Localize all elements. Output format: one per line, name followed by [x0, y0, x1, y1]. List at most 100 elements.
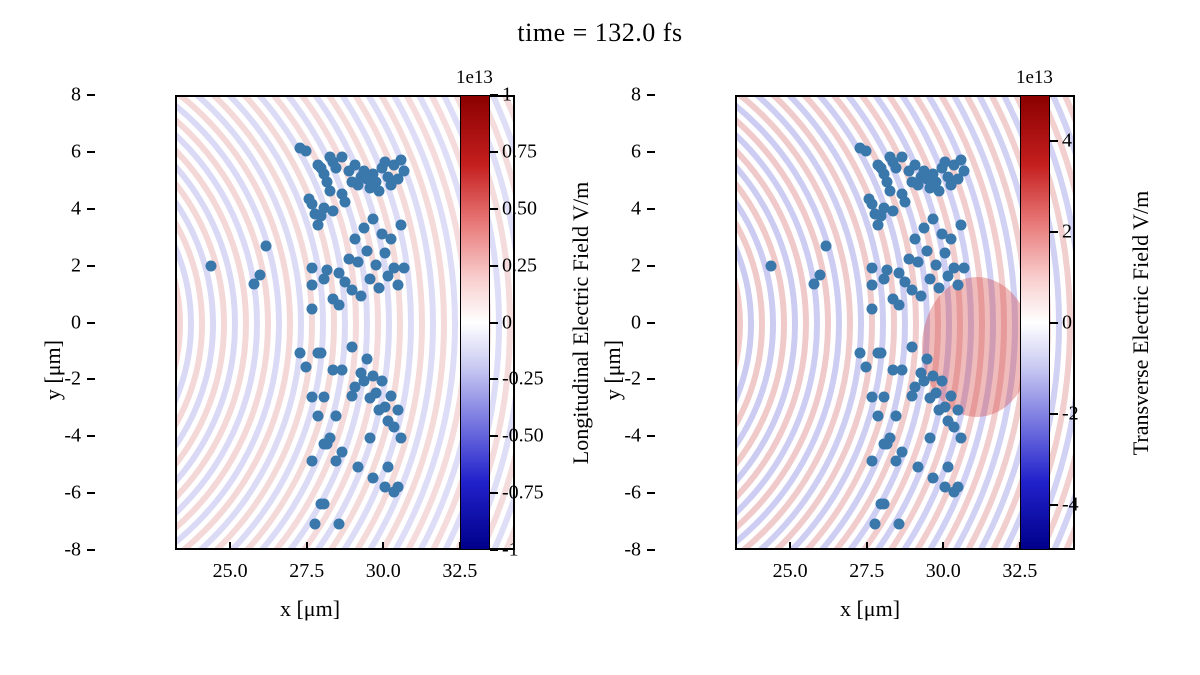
particle-scatter-dot[interactable]: [352, 461, 363, 472]
particle-scatter-dot[interactable]: [398, 262, 409, 273]
particle-scatter-dot[interactable]: [885, 433, 896, 444]
particle-scatter-dot[interactable]: [866, 303, 877, 314]
particle-scatter-dot[interactable]: [300, 362, 311, 373]
particle-scatter-dot[interactable]: [389, 421, 400, 432]
colorbar-gradient-left[interactable]: [460, 95, 490, 550]
particle-scatter-dot[interactable]: [888, 205, 899, 216]
particle-scatter-dot[interactable]: [820, 241, 831, 252]
particle-scatter-dot[interactable]: [900, 197, 911, 208]
particle-scatter-dot[interactable]: [949, 421, 960, 432]
particle-scatter-dot[interactable]: [322, 265, 333, 276]
particle-scatter-dot[interactable]: [928, 214, 939, 225]
particle-scatter-dot[interactable]: [814, 269, 825, 280]
particle-scatter-dot[interactable]: [924, 433, 935, 444]
particle-scatter-dot[interactable]: [918, 222, 929, 233]
particle-scatter-dot[interactable]: [808, 279, 819, 290]
particle-scatter-dot[interactable]: [912, 256, 923, 267]
particle-scatter-dot[interactable]: [934, 185, 945, 196]
particle-scatter-dot[interactable]: [331, 163, 342, 174]
particle-scatter-dot[interactable]: [875, 347, 886, 358]
colorbar-gradient-right[interactable]: [1020, 95, 1050, 550]
particle-scatter-dot[interactable]: [955, 219, 966, 230]
particle-scatter-dot[interactable]: [319, 498, 330, 509]
particle-scatter-dot[interactable]: [915, 291, 926, 302]
particle-scatter-dot[interactable]: [368, 473, 379, 484]
particle-scatter-dot[interactable]: [355, 291, 366, 302]
particle-scatter-dot[interactable]: [325, 185, 336, 196]
particle-scatter-dot[interactable]: [872, 410, 883, 421]
particle-scatter-dot[interactable]: [879, 392, 890, 403]
particle-scatter-dot[interactable]: [306, 262, 317, 273]
particle-scatter-dot[interactable]: [386, 390, 397, 401]
particle-scatter-dot[interactable]: [383, 461, 394, 472]
particle-scatter-dot[interactable]: [325, 433, 336, 444]
particle-scatter-dot[interactable]: [921, 245, 932, 256]
particle-scatter-dot[interactable]: [374, 282, 385, 293]
particle-scatter-dot[interactable]: [860, 146, 871, 157]
particle-scatter-dot[interactable]: [934, 282, 945, 293]
particle-scatter-dot[interactable]: [352, 256, 363, 267]
particle-scatter-dot[interactable]: [328, 205, 339, 216]
particle-scatter-dot[interactable]: [946, 390, 957, 401]
particle-scatter-dot[interactable]: [337, 151, 348, 162]
particle-scatter-dot[interactable]: [361, 353, 372, 364]
particle-scatter-dot[interactable]: [395, 154, 406, 165]
particle-scatter-dot[interactable]: [955, 433, 966, 444]
particle-scatter-dot[interactable]: [248, 279, 259, 290]
particle-scatter-dot[interactable]: [306, 392, 317, 403]
particle-scatter-dot[interactable]: [955, 154, 966, 165]
particle-scatter-dot[interactable]: [879, 498, 890, 509]
particle-scatter-dot[interactable]: [897, 447, 908, 458]
particle-scatter-dot[interactable]: [860, 362, 871, 373]
particle-scatter-dot[interactable]: [380, 248, 391, 259]
particle-scatter-dot[interactable]: [931, 259, 942, 270]
particle-scatter-dot[interactable]: [891, 410, 902, 421]
particle-scatter-dot[interactable]: [319, 392, 330, 403]
particle-scatter-dot[interactable]: [882, 265, 893, 276]
particle-scatter-dot[interactable]: [300, 146, 311, 157]
particle-scatter-dot[interactable]: [937, 376, 948, 387]
particle-scatter-dot[interactable]: [306, 303, 317, 314]
particle-scatter-dot[interactable]: [891, 163, 902, 174]
particle-scatter-dot[interactable]: [765, 261, 776, 272]
particle-scatter-dot[interactable]: [334, 518, 345, 529]
particle-scatter-dot[interactable]: [940, 401, 951, 412]
particle-scatter-dot[interactable]: [371, 387, 382, 398]
particle-scatter-dot[interactable]: [392, 404, 403, 415]
particle-scatter-dot[interactable]: [364, 433, 375, 444]
particle-scatter-dot[interactable]: [921, 353, 932, 364]
particle-scatter-dot[interactable]: [894, 299, 905, 310]
particle-scatter-dot[interactable]: [340, 197, 351, 208]
particle-scatter-dot[interactable]: [395, 433, 406, 444]
particle-scatter-dot[interactable]: [294, 347, 305, 358]
particle-scatter-dot[interactable]: [866, 392, 877, 403]
particle-scatter-dot[interactable]: [949, 487, 960, 498]
particle-scatter-dot[interactable]: [334, 299, 345, 310]
particle-scatter-dot[interactable]: [928, 473, 939, 484]
particle-scatter-dot[interactable]: [866, 262, 877, 273]
particle-scatter-dot[interactable]: [952, 279, 963, 290]
particle-scatter-dot[interactable]: [894, 518, 905, 529]
particle-scatter-dot[interactable]: [331, 410, 342, 421]
particle-scatter-dot[interactable]: [946, 234, 957, 245]
particle-scatter-dot[interactable]: [958, 262, 969, 273]
particle-scatter-dot[interactable]: [309, 518, 320, 529]
particle-scatter-dot[interactable]: [869, 518, 880, 529]
particle-scatter-dot[interactable]: [958, 165, 969, 176]
particle-scatter-dot[interactable]: [371, 259, 382, 270]
particle-scatter-dot[interactable]: [940, 248, 951, 259]
particle-scatter-dot[interactable]: [254, 269, 265, 280]
particle-scatter-dot[interactable]: [924, 274, 935, 285]
particle-scatter-dot[interactable]: [364, 274, 375, 285]
particle-scatter-dot[interactable]: [368, 214, 379, 225]
particle-scatter-dot[interactable]: [346, 342, 357, 353]
particle-scatter-dot[interactable]: [205, 261, 216, 272]
particle-scatter-dot[interactable]: [912, 461, 923, 472]
particle-scatter-dot[interactable]: [906, 342, 917, 353]
particle-scatter-dot[interactable]: [306, 456, 317, 467]
particle-scatter-dot[interactable]: [897, 151, 908, 162]
particle-scatter-dot[interactable]: [260, 241, 271, 252]
particle-scatter-dot[interactable]: [909, 234, 920, 245]
particle-scatter-dot[interactable]: [943, 461, 954, 472]
particle-scatter-dot[interactable]: [306, 279, 317, 290]
